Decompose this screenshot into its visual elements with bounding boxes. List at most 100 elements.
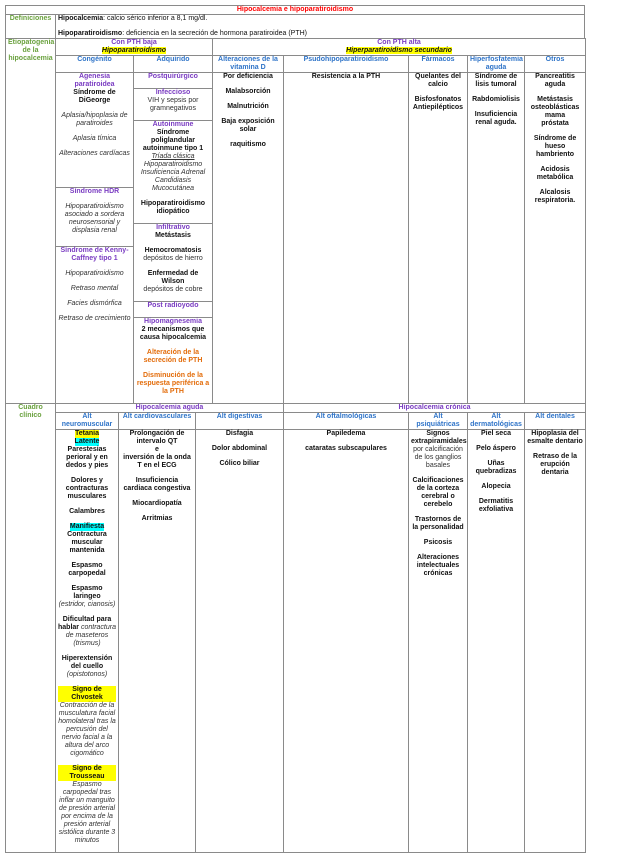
text-line: Tetania [75,430,99,438]
text-line: cataratas subscapulares [305,445,387,452]
text-line: VIH y sepsis por gramnegativos [147,97,199,112]
paragraph: Miocardiopatía [121,500,193,508]
paragraph: Post radioyodo [136,302,210,310]
group-subtitle: Hipoparatiroidismo [101,47,167,54]
paragraph: Tetania Latente Parestesias perioral y en … [58,430,116,470]
column-header: Alt oftalmológicas [283,412,409,430]
text-line: Síndrome HDR [69,188,120,195]
paragraph: Cólico biliar [198,460,281,468]
infeccioso-block: Infeccioso VIH y sepsis por gramnegativos [134,89,212,121]
text-line: Metástasis [155,232,191,239]
group-pth-baja: Con PTH baja Hipoparatiroidismo [55,38,213,56]
column-header: Fármacos [408,55,468,73]
text-line: Prolongación de intervalo QT [129,430,185,445]
column-header: Psudohipoparatiroidismo [283,55,409,73]
paragraph: Insuficiencia cardiaca congestiva [121,477,193,493]
text-line: Post radioyodo [147,302,199,309]
term: Hipoparatiroidismo [58,30,123,37]
text-line: Trastornos de la personalidad [412,516,464,531]
text-line: Miocardiopatía [132,500,182,507]
postquirurgico-block: Postquirúrgico [134,73,212,89]
text-line: Hipoparatiroidismo idiopático [140,200,206,215]
column-header: Alt dentales [523,412,587,430]
text-line: Enfermedad de Wilson [147,270,199,285]
text-line: Candidiasis [154,177,192,184]
text-line: Manifiesta [69,523,105,531]
cuadro-clinico-table: Cuadro clínico Hipocalcemia aguda Hipoca… [5,403,587,853]
text-line: Retraso de crecimiento [58,315,131,322]
paragraph: Metástasis osteoblásticas mama próstata [527,96,583,128]
text-line: Piel seca [481,430,511,437]
text-line: Alteraciones intelectuales crónicas [416,554,460,577]
text-line: Bisfosfonatos [414,96,462,103]
paragraph: Acidosis metabólica [527,166,583,182]
paragraph: Dificultad para hablar contractura de ma… [58,616,116,648]
text-line: Signo de Trousseau [58,765,116,781]
definiciones-content: Hipocalcemia: calcio sérico inferior a 8… [55,14,585,39]
text-line: e [155,446,159,453]
text-line: Infiltrativo [156,224,190,231]
paragraph: Hipoparatiroidismo [58,270,131,278]
text-line: Antiepilépticos [412,104,464,111]
dental-cell: Hipoplasia del esmalte dentario Retraso d… [523,429,587,853]
paragraph: Postquirúrgico [136,73,210,81]
paragraph: cataratas subscapulares [286,445,406,453]
text-line: Aplasia/hipoplasia de paratiroides [61,112,128,127]
paragraph: Enfermedad de Wilson depósitos de cobre [136,270,210,294]
title-definitions-table: Hipocalcemia e hipoparatiroidismo Defini… [5,5,585,39]
adquirido-cell: Postquirúrgico Infeccioso VIH y sepsis po… [133,72,213,404]
column-header: Congénito [55,55,134,73]
paragraph: Espasmo laringeo (estridor, cianosis) [58,585,116,609]
paragraph: Infeccioso VIH y sepsis por gramnegativos [136,89,210,113]
paragraph: Quelantes del calcio [411,73,465,89]
text-line: Malnutrición [227,103,269,110]
paragraph: Aplasia/hipoplasia de paratiroides [58,112,131,128]
document-sheet: Hipocalcemia e hipoparatiroidismo Defini… [5,5,587,853]
text-line: Parestesias perioral y en dedos y pies [65,446,109,469]
text-line: Hemocromatosis [144,247,202,254]
group-title: Con PTH alta [377,39,421,46]
paragraph: Dolor abdominal [198,445,281,453]
neuromuscular-cell: Tetania Latente Parestesias perioral y en … [55,429,119,853]
paragraph: Alteraciones cardíacas [58,150,131,158]
text-line: (estridor, cianosis) [58,601,116,608]
paragraph: Arritmias [121,515,193,523]
text-line: Síndrome de Kenny-Caffney tipo 1 [60,247,129,262]
text-line: mama [544,112,566,119]
paragraph: Calcificaciones de la corteza cerebral o… [411,477,465,509]
paragraph: Resistencia a la PTH [286,73,406,81]
text-line: (opistotonos) [66,671,108,678]
paragraph: Uñas quebradizas [470,460,522,476]
paragraph: Síndrome de Kenny-Caffney tipo 1 [58,247,131,263]
text-line: Alopecia [481,483,511,490]
group-hipocalcemia-cronica: Hipocalcemia crónica [282,403,587,413]
text-line: (trismus) [73,640,101,647]
paragraph: Signos extrapiramidales por calcificación… [411,430,467,470]
paragraph: Dermatitis exfoliativa [470,498,522,514]
text-line: Resistencia a la PTH [311,73,381,80]
text-line: Facies dismórfica [67,300,122,307]
text-line: Metástasis osteoblásticas [530,96,580,111]
paragraph: Espasmo carpopedal [58,562,116,578]
text-line: Dificultad para hablar [58,616,112,631]
paragraph: Alcalosis respiratoria. [527,189,583,205]
paragraph: Hiperextensión del cuello (opistotonos) [58,655,116,679]
paragraph: Bisfosfonatos Antiepilépticos [411,96,465,112]
text-line: Acidosis metabólica [536,166,574,181]
pseudohipoparatiroidismo-cell: Resistencia a la PTH [283,72,409,404]
paragraph: Signo de Chvostek Contracción de la muscu… [58,686,116,758]
paragraph: Disfagia [198,430,281,438]
text-line: Espasmo laringeo [71,585,103,600]
text-line: Dolor abdominal [211,445,268,452]
text-line: Insuficiencia Adrenal [140,169,206,176]
text-line: Espasmo carpopedal tras inflar un mangui… [58,781,116,844]
column-header: Alt psiquiátricas [408,412,468,430]
paragraph: Síndrome de hueso hambriento [527,135,583,159]
dermatologica-cell: Piel seca Pelo áspero Uñas quebradizas Alop… [467,429,525,853]
paragraph: Piel seca [470,430,522,438]
paragraph: Retraso de la erupción dentaria [527,453,583,477]
text-line: Espasmo carpopedal [68,562,106,577]
term: Hipocalcemia [58,15,104,22]
text-line: Postquirúrgico [148,73,198,80]
paragraph: Retraso de crecimiento [58,315,131,323]
